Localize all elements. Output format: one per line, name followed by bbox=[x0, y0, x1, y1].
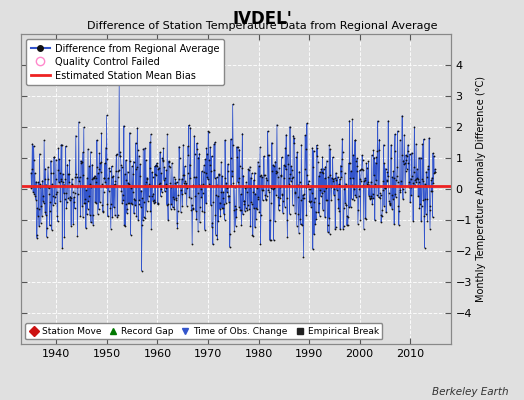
Text: Difference of Station Temperature Data from Regional Average: Difference of Station Temperature Data f… bbox=[87, 21, 437, 31]
Text: IVDEL': IVDEL' bbox=[232, 10, 292, 28]
Legend: Station Move, Record Gap, Time of Obs. Change, Empirical Break: Station Move, Record Gap, Time of Obs. C… bbox=[26, 323, 383, 340]
Text: Berkeley Earth: Berkeley Earth bbox=[432, 387, 508, 397]
Y-axis label: Monthly Temperature Anomaly Difference (°C): Monthly Temperature Anomaly Difference (… bbox=[476, 76, 486, 302]
